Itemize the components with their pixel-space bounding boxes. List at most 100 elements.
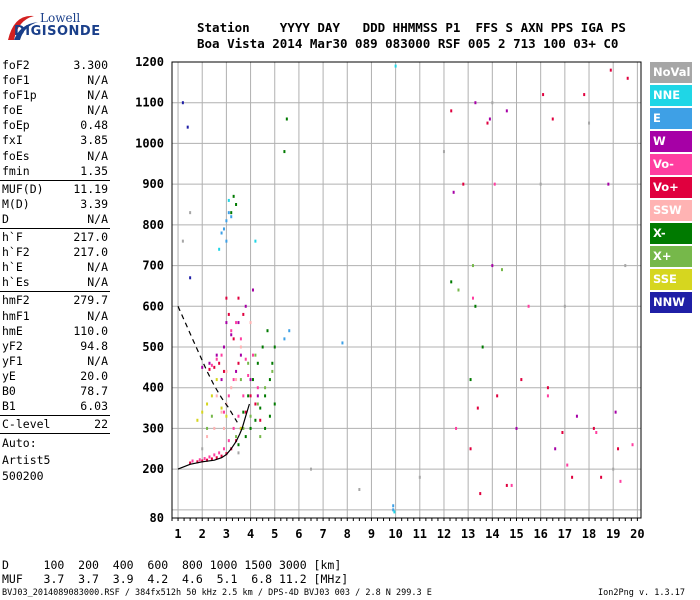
echo-point: [493, 182, 496, 186]
y-tick-label: 500: [142, 340, 164, 354]
param-value: 0.48: [80, 118, 108, 133]
echo-point: [206, 402, 209, 406]
x-tick-label: 2: [199, 527, 206, 541]
echo-point: [203, 457, 206, 461]
x-tick-label: 20: [630, 527, 644, 541]
param-name: foEs: [2, 148, 30, 163]
y-tick-label: 700: [142, 259, 164, 273]
muf-row: MUF 3.7 3.7 3.9 4.2 4.6 5.1 6.8 11.2 [MH…: [2, 572, 349, 586]
echo-point: [551, 117, 554, 121]
param-name: hmE: [2, 323, 23, 338]
param-row-d: D N/A: [0, 212, 110, 227]
x-tick-label: 10: [388, 527, 402, 541]
echo-point: [575, 414, 578, 418]
param-separator: [0, 228, 110, 230]
param-row-h-e: h`E N/A: [0, 260, 110, 275]
param-row-muf-d-: MUF(D) 11.19: [0, 182, 110, 197]
autoscaling-info-line: Auto:: [2, 436, 37, 451]
echo-point: [471, 296, 474, 300]
echo-point: [624, 264, 627, 268]
echo-point: [215, 353, 218, 357]
echo-point: [254, 402, 257, 406]
echo-point: [239, 378, 242, 382]
echo-point: [256, 394, 259, 398]
echo-point: [230, 333, 233, 337]
param-row-foep: foEp 0.48: [0, 118, 110, 133]
y-tick-label: 1100: [135, 96, 164, 110]
param-row-yf1: yF1 N/A: [0, 354, 110, 369]
legend-item-noval: NoVal: [650, 62, 692, 83]
param-row-foes: foEs N/A: [0, 149, 110, 164]
echo-point: [249, 414, 252, 418]
y-tick-label: 1000: [135, 136, 164, 150]
param-row-hmf1: hmF1 N/A: [0, 309, 110, 324]
autoscaling-info-line: Artist5: [2, 452, 51, 467]
echo-point: [491, 101, 494, 105]
echo-point: [539, 182, 542, 186]
param-value: 6.03: [80, 399, 108, 414]
echo-point: [515, 426, 518, 430]
param-row-m-d-: M(D) 3.39: [0, 197, 110, 212]
legend-item-e: E: [650, 108, 692, 129]
echo-point: [341, 341, 344, 345]
echo-point: [563, 304, 566, 308]
echo-point: [600, 475, 603, 479]
echo-point: [254, 353, 257, 357]
echo-point: [619, 479, 622, 483]
param-value: 110.0: [73, 323, 108, 338]
param-value: N/A: [87, 148, 108, 163]
echo-point: [237, 361, 240, 365]
echo-point: [198, 458, 201, 462]
echo-point: [268, 378, 271, 382]
param-value: 1.35: [80, 163, 108, 178]
echo-point: [220, 410, 223, 414]
header-row-labels: Station YYYY DAY DDD HHMMSS P1 FFS S AXN…: [197, 20, 626, 35]
param-value: N/A: [87, 211, 108, 226]
echo-point: [249, 321, 252, 325]
echo-point: [242, 394, 245, 398]
x-tick-label: 16: [533, 527, 547, 541]
x-tick-label: 4: [247, 527, 254, 541]
y-tick-label: 400: [142, 381, 164, 395]
plot-frame: [171, 61, 642, 519]
x-tick-label: 17: [558, 527, 572, 541]
echo-point: [189, 211, 192, 215]
echo-point: [222, 227, 225, 231]
echo-point: [225, 414, 228, 418]
echo-point: [249, 394, 252, 398]
profile-curve-solid: [177, 403, 250, 470]
param-value: 279.7: [73, 293, 108, 308]
param-value: N/A: [87, 353, 108, 368]
echo-point: [491, 264, 494, 268]
param-separator: [0, 433, 110, 435]
param-name: h`F2: [2, 245, 30, 260]
echo-point: [244, 357, 247, 361]
echo-point: [474, 101, 477, 105]
echo-point: [592, 426, 595, 430]
echo-point: [457, 288, 460, 292]
echo-point: [232, 194, 235, 198]
echo-point: [392, 504, 395, 508]
echo-point: [500, 268, 503, 272]
echo-point: [218, 247, 221, 251]
param-separator: [0, 415, 110, 417]
x-tick-label: 1: [174, 527, 181, 541]
param-value: 3.85: [80, 133, 108, 148]
echo-point: [235, 203, 238, 206]
echo-point: [227, 439, 230, 443]
echo-point: [213, 453, 216, 457]
echo-point: [222, 410, 225, 414]
echo-point: [244, 410, 247, 414]
legend-item-vo-: Vo+: [650, 177, 692, 198]
echo-point: [235, 369, 238, 373]
echo-point: [201, 459, 204, 463]
echo-point: [546, 394, 549, 398]
echo-point: [213, 365, 216, 369]
echo-point: [264, 426, 267, 430]
echo-point: [237, 443, 240, 447]
echo-point: [612, 467, 615, 471]
param-row-yf2: yF2 94.8: [0, 339, 110, 354]
echo-point: [626, 76, 629, 80]
echo-point: [251, 353, 254, 357]
echo-point: [220, 231, 223, 235]
